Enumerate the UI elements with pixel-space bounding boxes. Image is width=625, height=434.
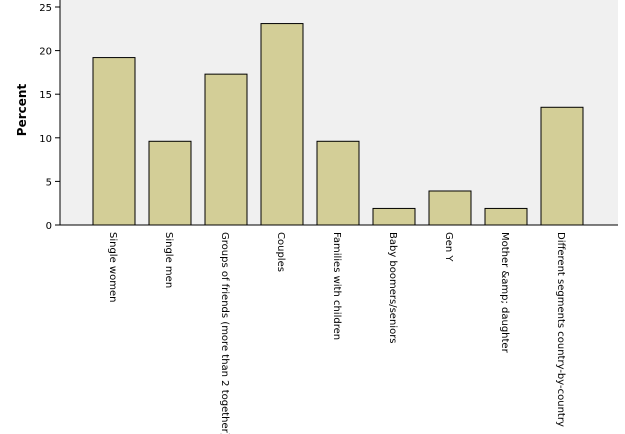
x-tick-label: Couples — [275, 232, 286, 272]
y-tick-label: 10 — [39, 134, 52, 145]
bar — [148, 140, 192, 226]
bar — [484, 207, 528, 226]
x-tick-label: Baby boomers/seniors — [387, 232, 398, 344]
bar — [260, 23, 304, 226]
x-tick-label: Mother &amp; daughter — [499, 232, 510, 354]
x-tick-label: Single women — [107, 232, 118, 302]
x-tick-label: Different segments country-by-country — [555, 232, 566, 427]
bar — [204, 73, 248, 226]
x-tick-label: Families with children — [331, 232, 342, 340]
y-tick-label: 5 — [46, 177, 52, 188]
bar — [428, 190, 472, 226]
bar — [372, 207, 416, 226]
y-tick-label: 25 — [39, 3, 52, 14]
x-tick-label: Single men — [163, 232, 174, 288]
y-axis-label: Percent — [15, 84, 29, 137]
x-tick-label: Groups of friends (more than 2 together) — [219, 232, 230, 434]
y-tick-label: 15 — [39, 90, 52, 101]
bar — [540, 106, 584, 226]
bar — [92, 57, 136, 226]
x-tick-label: Gen Y — [443, 232, 454, 262]
y-tick-label: 0 — [46, 221, 52, 232]
bar — [316, 140, 360, 226]
y-tick-label: 20 — [39, 47, 52, 58]
